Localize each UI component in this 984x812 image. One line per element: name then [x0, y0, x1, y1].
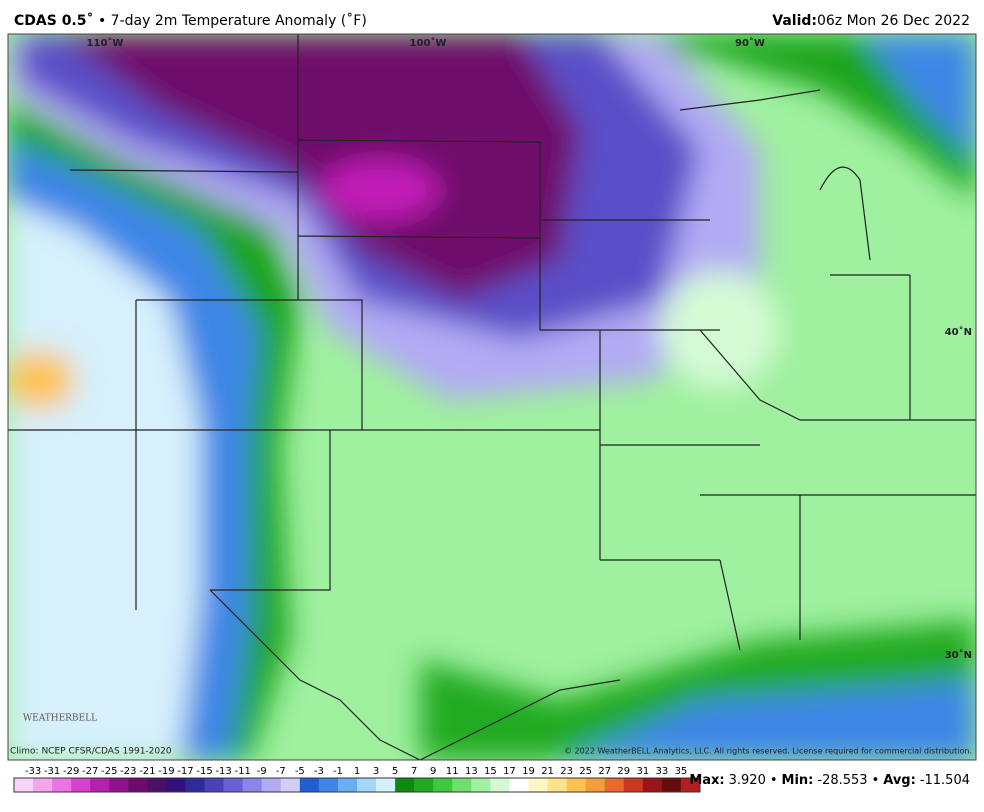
colorbar-cell — [604, 778, 625, 792]
separator: • — [872, 773, 880, 788]
colorbar-label: 13 — [465, 766, 478, 777]
colorbar-cell — [642, 778, 663, 792]
colorbar-cell — [509, 778, 529, 792]
colorbar-label: 17 — [503, 766, 516, 777]
colorbar-cell — [166, 778, 186, 792]
colorbar-cell — [414, 778, 434, 792]
colorbar-label: -3 — [314, 766, 324, 777]
colorbar-label: 21 — [541, 766, 554, 777]
lon-label: 90˚W — [735, 37, 765, 49]
title: CDAS 0.5˚ • 7-day 2m Temperature Anomaly… — [14, 12, 367, 29]
lat-label: 30˚N — [945, 649, 972, 661]
stat-label: Avg: — [883, 773, 916, 788]
colorbar-cell — [71, 778, 91, 792]
colorbar-cell — [242, 778, 263, 792]
copyright: © 2022 WeatherBELL Analytics, LLC. All r… — [564, 747, 972, 756]
colorbar-label: -19 — [158, 766, 174, 777]
colorbar-cell — [337, 778, 358, 792]
colorbar-cell — [680, 778, 701, 792]
colorbar-cell — [452, 778, 472, 792]
colorbar-frame — [13, 777, 701, 793]
colorbar-cell — [223, 778, 243, 792]
colorbar-label: -17 — [177, 766, 193, 777]
colorbar-label: 9 — [430, 766, 436, 777]
colorbar-label: -29 — [63, 766, 79, 777]
colorbar-cell — [128, 778, 148, 792]
stats: Max: 3.920 • Min: -28.553 • Avg: -11.504 — [689, 773, 970, 788]
colorbar-label: -1 — [333, 766, 343, 777]
stat-label: Min: — [782, 773, 814, 788]
colorbar-label: -21 — [139, 766, 155, 777]
colorbar-label: -33 — [25, 766, 41, 777]
stat-value: -11.504 — [920, 773, 970, 788]
colorbar-label: 15 — [484, 766, 497, 777]
climo-note: Climo: NCEP CFSR/CDAS 1991-2020 — [10, 747, 172, 757]
colorbar-cell — [204, 778, 224, 792]
stat-value: 3.920 — [729, 773, 766, 788]
colorbar-label: 23 — [560, 766, 573, 777]
colorbar-cell — [395, 778, 415, 792]
colorbar-cell — [33, 778, 53, 792]
colorbar-cell — [623, 778, 644, 792]
lon-label: 110˚W — [87, 37, 124, 49]
colorbar-cell — [14, 778, 34, 792]
colorbar-label: 3 — [373, 766, 379, 777]
colorbar-cell — [299, 778, 320, 792]
colorbar-cell — [376, 778, 396, 792]
colorbar-label: -5 — [295, 766, 305, 777]
colorbar-cell — [547, 778, 567, 792]
colorbar-label: 29 — [617, 766, 630, 777]
colorbar-cell — [471, 778, 491, 792]
colorbar-label: -27 — [82, 766, 98, 777]
colorbar-cell — [433, 778, 453, 792]
colorbar-label: 33 — [656, 766, 669, 777]
colorbar-cell — [528, 778, 548, 792]
colorbar-cell — [585, 778, 606, 792]
colorbar-cell — [566, 778, 586, 792]
colorbar-cell — [661, 778, 682, 792]
map-frame — [7, 33, 977, 761]
lat-label: 40˚N — [945, 326, 972, 338]
colorbar-cell — [147, 778, 167, 792]
logo: WEATHERBELL — [23, 714, 97, 724]
colorbar-cell — [261, 778, 282, 792]
stat-value: -28.553 — [817, 773, 867, 788]
colorbar-label: 7 — [411, 766, 417, 777]
colorbar-cell — [318, 778, 339, 792]
valid-time: Valid:06z Mon 26 Dec 2022 — [772, 13, 970, 29]
colorbar-cell — [357, 778, 377, 792]
colorbar-label: 27 — [598, 766, 611, 777]
map-field: 110˚W 100˚W 90˚W 40˚N 30˚N WEATHERBELL C… — [8, 34, 976, 760]
colorbar-cell — [280, 778, 301, 792]
colorbar-label: -13 — [215, 766, 231, 777]
colorbar-label: 35 — [675, 766, 688, 777]
stat-label: Max: — [689, 773, 724, 788]
colorbar-label: -15 — [196, 766, 212, 777]
colorbar-cell — [90, 778, 110, 792]
colorbar-cell — [185, 778, 205, 792]
colorbar: -33 -31 -29 -27 -25 -23 -21 -19 -17 -15 -13 -11 -9 -7… — [13, 766, 701, 793]
colorbar-label: 1 — [354, 766, 360, 777]
colorbar-label: 31 — [636, 766, 649, 777]
colorbar-label: -7 — [276, 766, 286, 777]
colorbar-cell — [52, 778, 72, 792]
colorbar-cell — [109, 778, 129, 792]
colorbar-label: -31 — [44, 766, 60, 777]
colorbar-label: 5 — [392, 766, 398, 777]
colorbar-cell — [490, 778, 510, 792]
colorbar-label: -25 — [101, 766, 117, 777]
lon-label: 100˚W — [410, 37, 447, 49]
colorbar-label: 19 — [522, 766, 535, 777]
colorbar-label: -11 — [234, 766, 250, 777]
colorbar-label: -9 — [257, 766, 267, 777]
colorbar-label: -23 — [120, 766, 136, 777]
separator: • — [770, 773, 778, 788]
colorbar-label: 11 — [446, 766, 459, 777]
colorbar-label: 25 — [579, 766, 592, 777]
